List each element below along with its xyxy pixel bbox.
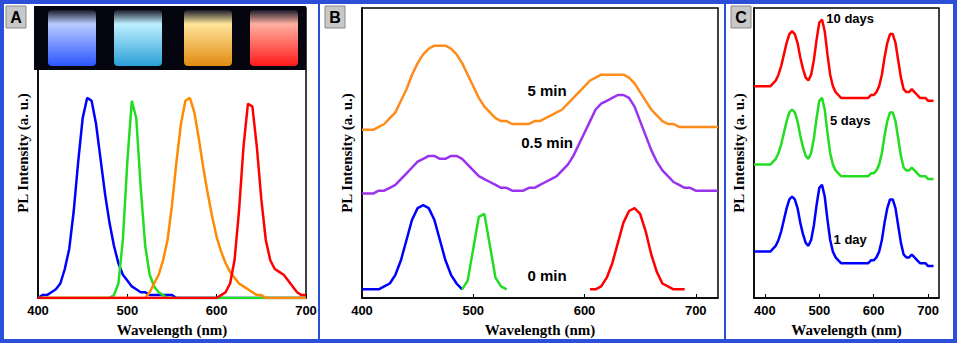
svg-text:500: 500 — [116, 303, 138, 318]
svg-text:400: 400 — [754, 303, 776, 318]
svg-text:700: 700 — [295, 303, 317, 318]
svg-text:10 days: 10 days — [826, 11, 874, 26]
svg-text:A: A — [10, 9, 22, 26]
svg-text:500: 500 — [462, 303, 484, 318]
svg-text:C: C — [735, 9, 747, 26]
svg-text:Wavelength (nm): Wavelength (nm) — [485, 322, 595, 339]
svg-text:400: 400 — [351, 303, 373, 318]
svg-text:600: 600 — [574, 303, 596, 318]
svg-text:500: 500 — [808, 303, 830, 318]
svg-text:B: B — [329, 9, 341, 26]
svg-text:700: 700 — [685, 303, 707, 318]
svg-text:0 min: 0 min — [528, 267, 567, 284]
svg-text:600: 600 — [863, 303, 885, 318]
svg-text:Wavelength (nm): Wavelength (nm) — [117, 322, 227, 339]
svg-text:PL Intensity (a. u.): PL Intensity (a. u.) — [339, 93, 356, 213]
svg-text:400: 400 — [27, 303, 49, 318]
svg-text:700: 700 — [917, 303, 939, 318]
svg-text:5 min: 5 min — [528, 82, 567, 99]
svg-text:600: 600 — [206, 303, 228, 318]
svg-text:PL Intensity (a. u.): PL Intensity (a. u.) — [731, 93, 748, 213]
svg-text:5 days: 5 days — [830, 113, 870, 128]
svg-text:Wavelength (nm): Wavelength (nm) — [791, 322, 901, 339]
svg-text:PL Intensity (a. u.): PL Intensity (a. u.) — [15, 93, 32, 213]
svg-text:0.5 min: 0.5 min — [521, 134, 573, 151]
svg-text:1 day: 1 day — [834, 232, 868, 247]
